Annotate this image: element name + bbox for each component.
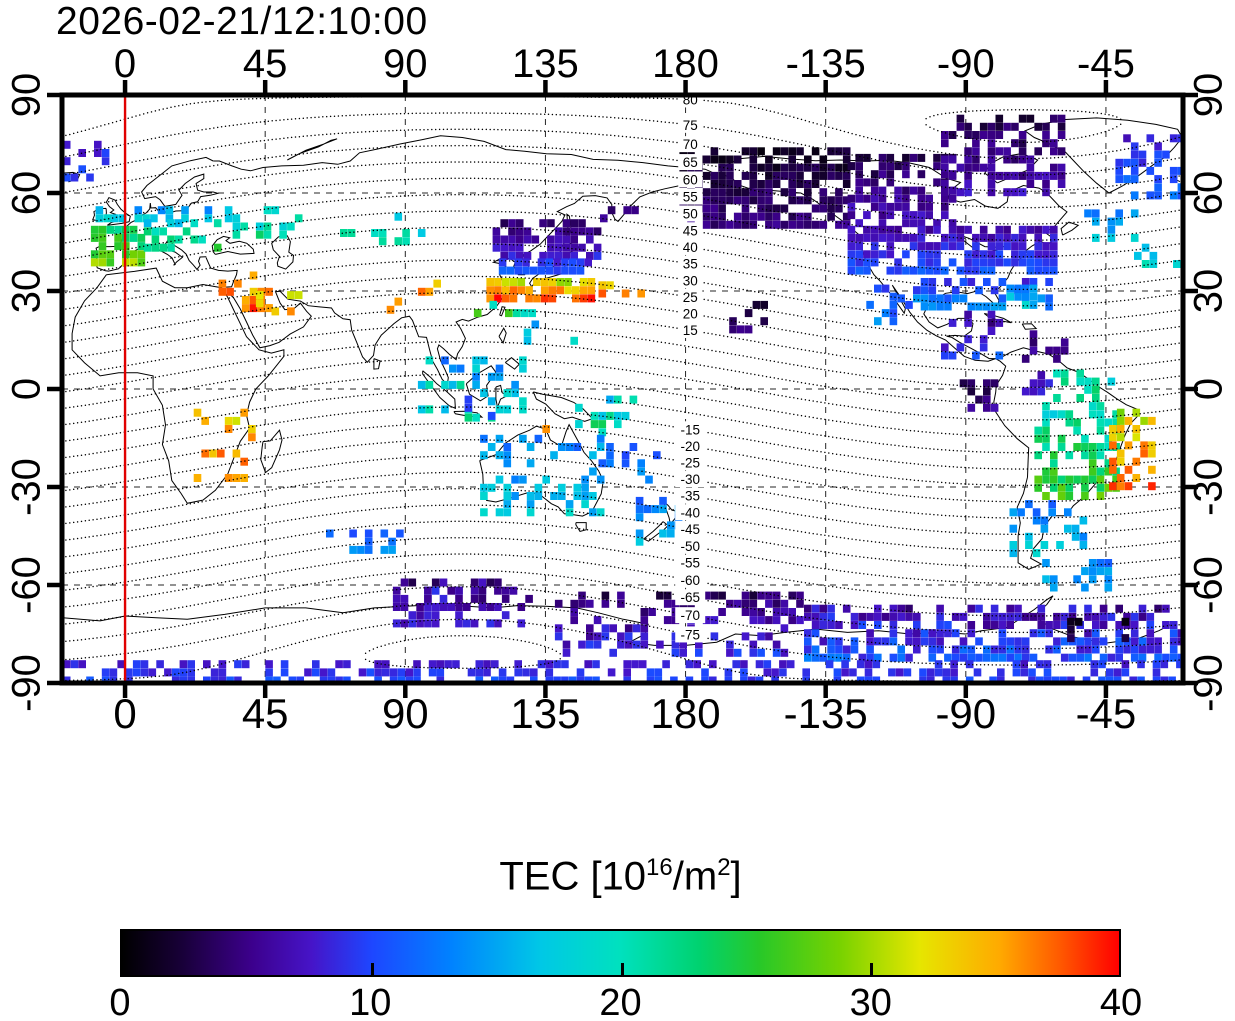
contour-label: -40 xyxy=(680,505,700,520)
contour-label-box xyxy=(675,521,706,538)
contour-label: -45 xyxy=(680,522,700,537)
contour-label-box xyxy=(678,288,703,305)
lon-tick-label-top: 90 xyxy=(383,42,428,86)
contour-label-box xyxy=(678,238,703,255)
contour-labels: 8075706560555045403530252015-15-20-25-30… xyxy=(675,91,706,643)
contour-label-box xyxy=(675,571,706,588)
colorbar-title: TEC [1016/m2] xyxy=(120,854,1121,899)
colorbar-tick-label: 20 xyxy=(599,982,642,1021)
contour-label: 35 xyxy=(683,257,698,272)
contour-label: 70 xyxy=(683,137,698,152)
contour-label: -55 xyxy=(680,556,700,571)
contour-label-box xyxy=(678,255,703,272)
contour-label-box xyxy=(675,626,706,643)
colorbar-tick-mark xyxy=(371,963,375,975)
contour-label-box xyxy=(675,421,706,438)
contour-label-box xyxy=(678,205,703,222)
lon-tick-label-top: -90 xyxy=(936,42,995,86)
colorbar-gradient xyxy=(120,929,1121,977)
lon-tick-label-top: 0 xyxy=(113,42,137,86)
contour-label: 30 xyxy=(683,273,698,288)
contour-label: -30 xyxy=(680,472,700,487)
contour-label: 15 xyxy=(683,323,698,338)
contour-label-box xyxy=(675,607,706,624)
contour-label-box xyxy=(678,171,703,188)
contour-label: -35 xyxy=(680,489,700,504)
contour-label: 55 xyxy=(683,190,698,205)
contour-label-box xyxy=(675,537,706,554)
contour-label: -70 xyxy=(680,608,700,623)
colorbar-tick-label: 40 xyxy=(1099,982,1143,1021)
colorbar-tick-label: 30 xyxy=(849,982,892,1021)
contour-label-box xyxy=(675,454,706,471)
contour-label-box xyxy=(678,154,703,171)
contour-label: 45 xyxy=(683,223,698,238)
colorbar-title-prefix: TEC [10 xyxy=(499,854,647,899)
contour-label-box xyxy=(678,222,703,239)
contour-label-box xyxy=(675,504,706,521)
contour-label-box xyxy=(675,471,706,488)
contour-label-box xyxy=(678,272,703,289)
coastlines xyxy=(62,117,1183,646)
contour-label: -60 xyxy=(680,573,700,588)
colorbar-title-mid: /m xyxy=(672,854,718,899)
lon-tick-label-bottom: 0 xyxy=(113,690,137,737)
contour-label: 75 xyxy=(683,118,698,133)
contour-label: 20 xyxy=(683,306,698,321)
contour-label-box xyxy=(678,188,703,205)
colorbar-title-exponent: 16 xyxy=(646,854,673,881)
colorbar-tick-label: 10 xyxy=(349,982,392,1021)
contour-label: -65 xyxy=(680,590,700,605)
contour-label-box xyxy=(675,437,706,454)
colorbar-tick-mark xyxy=(620,963,624,975)
colorbar-title-exponent2: 2 xyxy=(717,854,731,881)
timestamp-title: 2026-02-21/12:10:00 xyxy=(56,0,428,43)
colorbar-title-suffix: ] xyxy=(730,854,742,899)
contour-label: 60 xyxy=(683,172,698,187)
lon-tick-label-top: 180 xyxy=(652,42,719,86)
plot-frame xyxy=(47,80,1198,698)
contour-label-box xyxy=(678,136,703,153)
colorbar-tick-mark xyxy=(869,963,873,975)
contour-label: -75 xyxy=(680,627,700,642)
contour-label-box xyxy=(675,554,706,571)
lon-tick-label-top: 135 xyxy=(512,42,579,86)
lon-tick-label-top: 45 xyxy=(242,42,288,86)
contour-label: 50 xyxy=(683,206,698,221)
contour-label-box xyxy=(678,116,703,133)
contour-label: -20 xyxy=(680,439,700,454)
tec-data-squares xyxy=(62,114,1183,683)
lon-tick-label-top: -135 xyxy=(785,42,866,86)
contour-label-box xyxy=(675,487,706,504)
contour-label: 65 xyxy=(683,155,698,170)
contour-label: 25 xyxy=(683,290,698,305)
contour-label-box xyxy=(678,322,703,339)
contour-label-box xyxy=(678,305,703,322)
lon-tick-label-top: -45 xyxy=(1077,42,1135,86)
contour-label: -50 xyxy=(680,539,700,554)
contour-label: 40 xyxy=(683,240,698,255)
colorbar-tick-label: 0 xyxy=(109,982,131,1021)
contour-label-box xyxy=(675,589,706,606)
contour-label: -25 xyxy=(680,455,700,470)
contour-label: -15 xyxy=(680,422,700,437)
